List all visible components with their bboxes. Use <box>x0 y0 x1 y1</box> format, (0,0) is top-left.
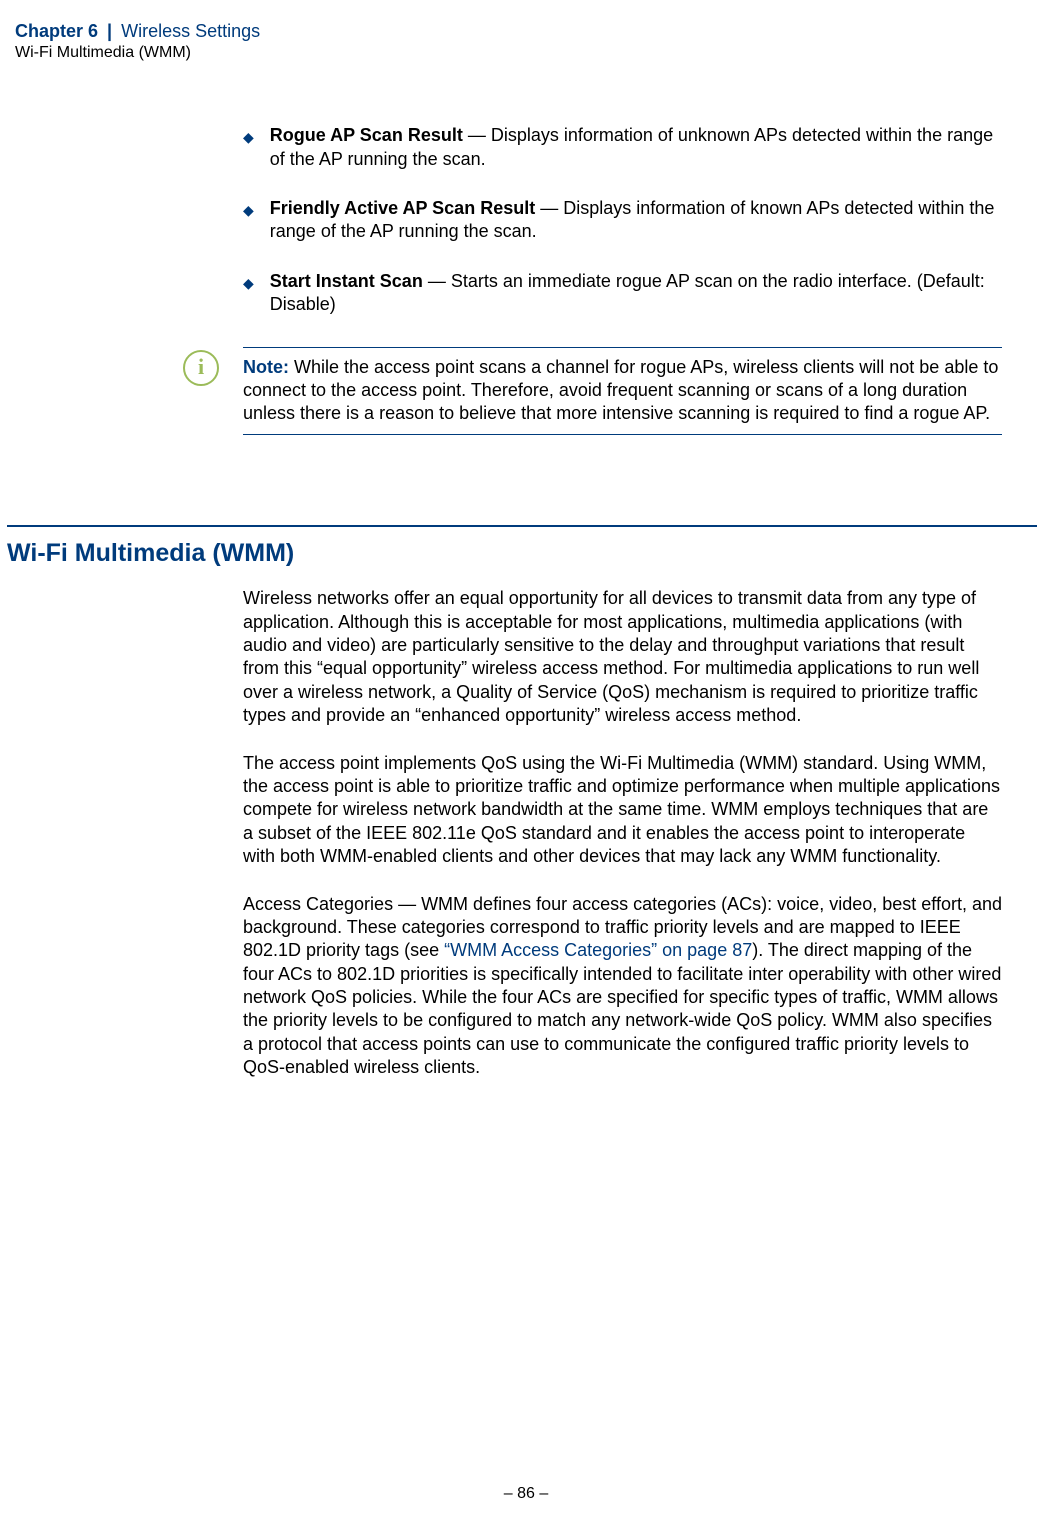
diamond-icon: ◆ <box>243 128 254 146</box>
bullet-item: ◆ Start Instant Scan — Starts an immedia… <box>243 270 1002 317</box>
note-block: i Note: While the access point scans a c… <box>183 347 1002 435</box>
chapter-label: Chapter 6 <box>15 21 98 41</box>
bullet-item: ◆ Friendly Active AP Scan Result — Displ… <box>243 197 1002 244</box>
section-para: Access Categories — WMM defines four acc… <box>243 893 1002 1080</box>
note-text: Note: While the access point scans a cha… <box>243 356 1002 426</box>
header-line1: Chapter 6 | Wireless Settings <box>15 20 1002 43</box>
bullet-text: Rogue AP Scan Result — Displays informat… <box>270 124 1002 171</box>
bullet-term: Friendly Active AP Scan Result <box>270 198 535 218</box>
note-body: i Note: While the access point scans a c… <box>183 356 1002 426</box>
page-footer: – 86 – <box>0 1484 1052 1505</box>
bullet-term: Rogue AP Scan Result <box>270 125 463 145</box>
section-para: Wireless networks offer an equal opportu… <box>243 587 1002 727</box>
diamond-icon: ◆ <box>243 274 254 292</box>
chapter-title: Wireless Settings <box>121 21 260 41</box>
diamond-icon: ◆ <box>243 201 254 219</box>
section-heading: Wi-Fi Multimedia (WMM) <box>7 537 1002 570</box>
cross-reference-link[interactable]: “WMM Access Categories” on page 87 <box>444 940 752 960</box>
section-rule <box>7 525 1037 527</box>
main-content: ◆ Rogue AP Scan Result — Displays inform… <box>243 124 1002 435</box>
note-label: Note: <box>243 357 289 377</box>
note-content: While the access point scans a channel f… <box>243 357 998 424</box>
bullet-text: Start Instant Scan — Starts an immediate… <box>270 270 1002 317</box>
info-icon-glyph: i <box>198 353 204 382</box>
para-text: ). The direct mapping of the four ACs to… <box>243 940 1001 1077</box>
page-header: Chapter 6 | Wireless Settings Wi-Fi Mult… <box>15 20 1002 64</box>
info-icon: i <box>183 350 219 386</box>
bullet-text: Friendly Active AP Scan Result — Display… <box>270 197 1002 244</box>
bullet-term: Start Instant Scan <box>270 271 423 291</box>
note-rule-top <box>243 347 1002 348</box>
note-rule-bottom <box>243 434 1002 435</box>
bullet-item: ◆ Rogue AP Scan Result — Displays inform… <box>243 124 1002 171</box>
section-content: Wireless networks offer an equal opportu… <box>243 587 1002 1079</box>
header-subtitle: Wi-Fi Multimedia (WMM) <box>15 43 1002 64</box>
section-para: The access point implements QoS using th… <box>243 752 1002 869</box>
header-separator: | <box>107 21 112 41</box>
